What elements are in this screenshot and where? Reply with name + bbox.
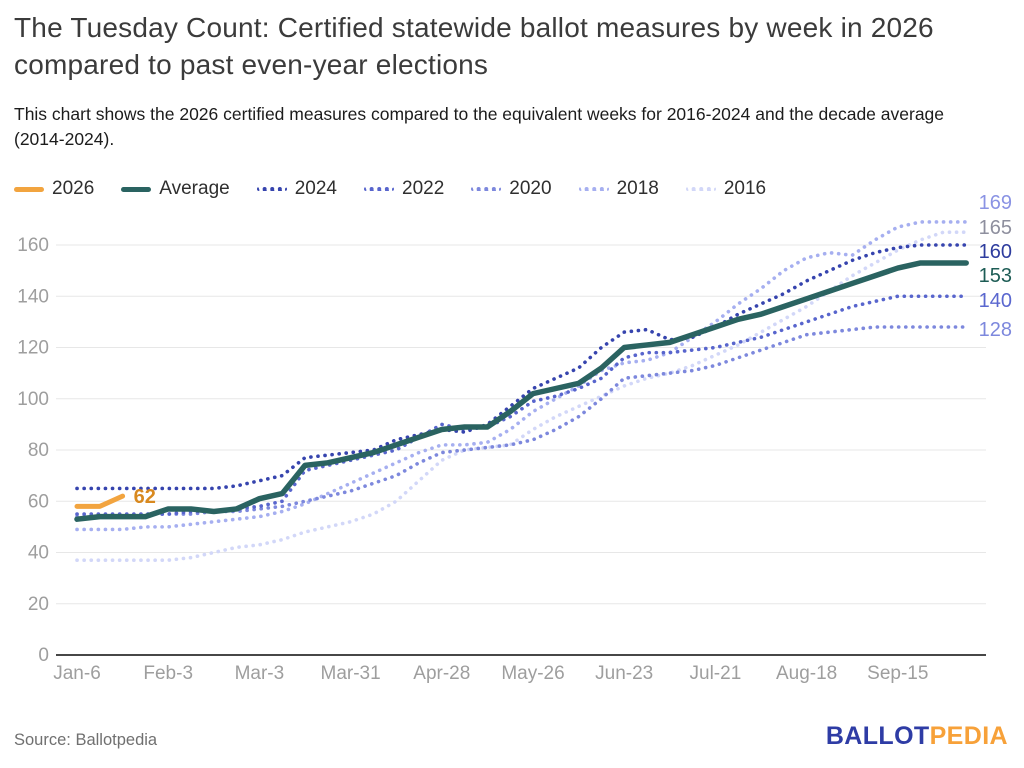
legend-item-2018: 2018 [578, 178, 659, 200]
legend-item-2016: 2016 [685, 178, 767, 200]
series-end-label-140: 140 [979, 290, 1012, 312]
x-tick-label: Mar-3 [235, 663, 285, 684]
series-line-2026 [74, 493, 126, 509]
series-line-2018 [75, 220, 969, 532]
series-line-2024 [75, 243, 969, 491]
legend-swatch-average [121, 186, 152, 192]
series-end-label-128: 128 [979, 319, 1012, 341]
legend-label: Average [159, 178, 230, 199]
x-tick-label: Jan-6 [53, 663, 101, 684]
x-tick-label: Sep-15 [867, 663, 928, 684]
legend-label: 2024 [294, 178, 337, 199]
y-tick-label: 40 [28, 543, 49, 564]
legend-label: 2016 [723, 178, 767, 199]
legend-swatch-2020 [471, 187, 502, 191]
series-end-label-169: 169 [979, 192, 1012, 214]
series-line-2016 [75, 230, 969, 562]
series-end-label-165: 165 [979, 217, 1012, 239]
y-tick-label: 100 [17, 389, 49, 410]
x-tick-label: Mar-31 [321, 663, 381, 684]
y-tick-label: 20 [28, 594, 49, 615]
x-tick-label: Apr-28 [413, 663, 470, 684]
chart-subtitle: This chart shows the 2026 certified meas… [14, 104, 945, 149]
x-tick-label: Jul-21 [690, 663, 742, 684]
x-tick-label: Jun-23 [595, 663, 653, 684]
legend-label: 2026 [52, 178, 95, 199]
legend-label: 2022 [402, 178, 445, 199]
source-note: Source: Ballotpedia [14, 731, 158, 749]
y-tick-label: 0 [38, 645, 49, 666]
legend-label: 2018 [616, 178, 659, 199]
line-chart-canvas: 0 20 40 60 80 100 120 140 160 Jan-6 Feb-3 Mar-3 Mar-… [17, 192, 1012, 684]
legend-swatch-2018 [578, 187, 609, 191]
legend-swatch-2024 [256, 187, 287, 191]
y-tick-label: 80 [28, 440, 49, 461]
x-tick-label: Aug-18 [776, 663, 837, 684]
series-line-average [74, 260, 969, 522]
legend-swatch-2026 [14, 186, 44, 192]
y-tick-label: 60 [28, 491, 49, 512]
x-tick-label: Feb-3 [143, 663, 193, 684]
legend-item-2026: 2026 [14, 178, 94, 200]
x-tick-label: May-26 [501, 663, 564, 684]
y-tick-label: 140 [17, 286, 49, 307]
chart-legend: 2026 Average 2024 2022 2020 2018 2016 [14, 178, 766, 200]
legend-item-2022: 2022 [364, 178, 444, 200]
legend-swatch-2022 [364, 187, 394, 191]
y-tick-label: 160 [17, 235, 49, 256]
logo-text-pedia: PEDIA [929, 722, 1008, 750]
legend-item-2024: 2024 [256, 178, 337, 200]
y-tick-label: 120 [17, 338, 49, 359]
series-end-label-160: 160 [979, 241, 1012, 263]
logo-text-ballot: BALLOT [825, 722, 930, 750]
series-end-label-153: 153 [979, 265, 1012, 287]
chart-title: The Tuesday Count: Certified statewide b… [14, 12, 934, 80]
legend-item-average: Average [121, 178, 230, 200]
ballotpedia-logo: BALLOTPEDIA [826, 722, 1008, 751]
legend-label: 2020 [509, 178, 552, 199]
legend-swatch-2016 [685, 187, 716, 191]
annotation-latest-value: 62 [134, 486, 156, 508]
legend-item-2020: 2020 [471, 178, 552, 200]
